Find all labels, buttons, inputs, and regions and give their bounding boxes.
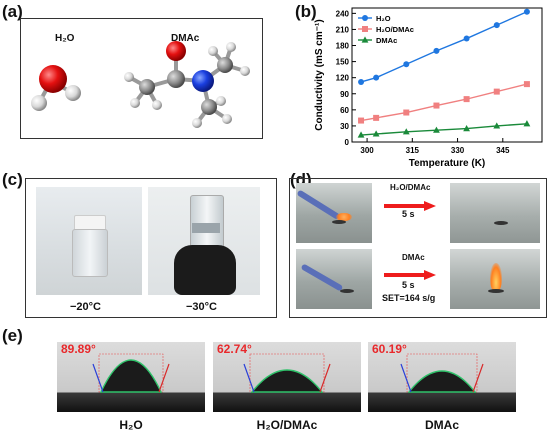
data-point xyxy=(463,125,471,132)
flame-photo-dmac-before xyxy=(296,249,372,309)
red-arrow-1 xyxy=(384,198,436,211)
data-point xyxy=(493,122,501,129)
arrow2-top-label: DMAc xyxy=(402,253,425,262)
arrow1-top-label: H₂O/DMAc xyxy=(390,183,431,192)
data-point xyxy=(523,120,531,127)
legend-label: DMAc xyxy=(376,36,397,45)
droplet-label: DMAc xyxy=(424,418,459,432)
caption-minus20: −20°C xyxy=(70,301,102,313)
droplet-photo xyxy=(57,342,205,412)
contact-angle-value: 60.19° xyxy=(372,342,407,356)
y-tick-label: 210 xyxy=(336,25,350,34)
y-tick-label: 180 xyxy=(336,42,350,51)
y-tick-label: 30 xyxy=(340,122,349,131)
molecule-panel: H₂O DMAc xyxy=(20,18,263,139)
set-value-label: SET=164 s/g xyxy=(382,293,436,303)
series-line xyxy=(360,83,528,122)
data-point xyxy=(402,128,410,135)
data-point xyxy=(357,131,365,138)
arrow1-bottom-label: 5 s xyxy=(402,209,415,219)
droplet-label: H₂O xyxy=(119,418,143,432)
data-point xyxy=(493,22,500,29)
flame-photo-dmac-after xyxy=(450,249,540,309)
data-point xyxy=(463,35,470,42)
flame-test-panel: H₂O/DMAc 5 s DMAc 5 s SET=164 s/g xyxy=(289,178,547,318)
legend-marker xyxy=(361,36,369,43)
red-arrow-2 xyxy=(384,267,436,280)
panel-label-c: (c) xyxy=(2,170,23,189)
y-tick-label: 90 xyxy=(340,90,349,99)
x-tick-label: 300 xyxy=(360,146,374,155)
x-tick-label: 345 xyxy=(496,146,510,155)
vial-photo-panel: −20°C −30°C xyxy=(25,178,277,318)
data-point xyxy=(433,47,440,54)
x-tick-label: 330 xyxy=(451,146,465,155)
y-axis-label: Conductivity (mS cm⁻¹) xyxy=(314,19,325,130)
data-point xyxy=(373,114,380,121)
panel-label-e: (e) xyxy=(2,326,23,345)
y-tick-label: 150 xyxy=(336,58,350,67)
y-tick-label: 60 xyxy=(340,106,349,115)
series-line xyxy=(360,123,527,136)
data-point xyxy=(403,109,410,116)
data-point xyxy=(373,74,380,81)
water-label: H₂O xyxy=(55,33,75,44)
data-point xyxy=(372,130,380,137)
molecule-models xyxy=(31,41,250,128)
x-tick-label: 315 xyxy=(406,146,420,155)
caption-minus30: −30°C xyxy=(186,301,218,313)
water-molecule xyxy=(31,65,81,111)
data-point xyxy=(433,102,440,109)
legend-label: H₂O xyxy=(376,14,391,23)
data-point xyxy=(463,96,470,103)
data-point xyxy=(433,126,440,133)
legend-label: H₂O/DMAc xyxy=(376,25,414,34)
contact-angle-value: 62.74° xyxy=(217,342,252,356)
contact-angle-value: 89.89° xyxy=(61,342,96,356)
conductivity-chart: 0 30 60 90 120 150 180 210 240 300 315 330 345 H₂O H₂… xyxy=(314,7,543,168)
arrow2-bottom-label: 5 s xyxy=(402,280,415,290)
data-point xyxy=(358,117,365,124)
plot-frame xyxy=(351,7,543,143)
droplet-photo xyxy=(213,342,361,412)
y-tick-label: 120 xyxy=(336,74,350,83)
data-point xyxy=(403,61,410,68)
droplet-label: H₂O/DMAc xyxy=(256,418,318,432)
data-point xyxy=(358,78,365,85)
vial-photo-minus20 xyxy=(36,187,142,295)
flame-photo-mixed-after xyxy=(450,183,540,243)
x-axis-label: Temperature (K) xyxy=(409,158,486,168)
panel-label-a: (a) xyxy=(2,2,23,21)
y-tick-label: 240 xyxy=(336,9,350,18)
data-point xyxy=(523,81,530,88)
droplet-photo xyxy=(368,342,516,412)
legend-marker xyxy=(362,26,368,32)
data-point xyxy=(493,88,500,95)
data-point xyxy=(523,8,530,15)
legend-marker xyxy=(362,15,368,21)
vial-photo-minus30 xyxy=(148,187,260,295)
dmac-label: DMAc xyxy=(171,33,200,44)
panel-label-b: (b) xyxy=(295,2,317,21)
y-tick-label: 0 xyxy=(345,138,350,147)
flame-photo-mixed-before xyxy=(296,183,372,243)
